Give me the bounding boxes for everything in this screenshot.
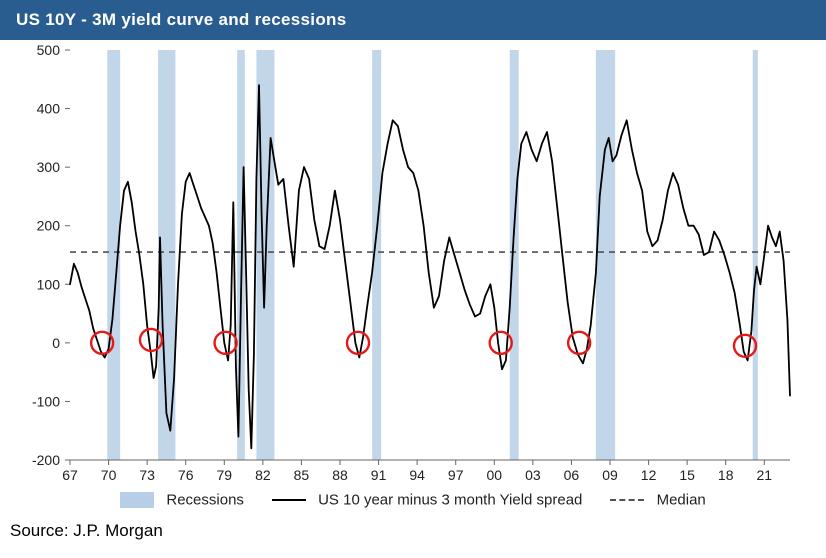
svg-text:100: 100 <box>37 276 61 292</box>
chart-legend: Recessions US 10 year minus 3 month Yiel… <box>0 485 826 513</box>
chart-container: -200 -100 0 100 200 300 400 500 67 70 73 76 79 82 85 88… <box>0 40 826 485</box>
legend-spread: US 10 year minus 3 month Yield spread <box>272 491 582 509</box>
svg-text:00: 00 <box>486 467 502 483</box>
svg-text:94: 94 <box>409 467 425 483</box>
legend-recessions-label: Recessions <box>166 492 244 509</box>
recessions-swatch <box>120 492 154 508</box>
svg-text:82: 82 <box>255 467 271 483</box>
legend-spread-label: US 10 year minus 3 month Yield spread <box>318 492 582 509</box>
svg-text:400: 400 <box>37 101 61 117</box>
svg-text:73: 73 <box>139 467 155 483</box>
svg-text:-100: -100 <box>32 393 60 409</box>
legend-recessions: Recessions <box>120 491 244 509</box>
median-swatch <box>610 499 644 501</box>
legend-median: Median <box>610 491 705 509</box>
svg-text:-200: -200 <box>32 452 60 468</box>
svg-text:15: 15 <box>679 467 695 483</box>
chart-source-text: Source: J.P. Morgan <box>10 521 163 540</box>
svg-text:0: 0 <box>52 335 60 351</box>
chart-title: US 10Y - 3M yield curve and recessions <box>16 10 346 29</box>
svg-text:500: 500 <box>37 42 61 58</box>
svg-text:12: 12 <box>641 467 657 483</box>
spread-swatch <box>272 499 306 501</box>
svg-text:70: 70 <box>101 467 117 483</box>
svg-text:85: 85 <box>294 467 310 483</box>
svg-text:79: 79 <box>216 467 232 483</box>
svg-text:67: 67 <box>62 467 78 483</box>
svg-text:06: 06 <box>564 467 580 483</box>
svg-text:03: 03 <box>525 467 541 483</box>
svg-text:200: 200 <box>37 218 61 234</box>
svg-text:76: 76 <box>178 467 194 483</box>
svg-text:21: 21 <box>756 467 772 483</box>
svg-text:09: 09 <box>602 467 618 483</box>
svg-text:18: 18 <box>718 467 734 483</box>
svg-text:91: 91 <box>371 467 387 483</box>
chart-source: Source: J.P. Morgan <box>0 513 826 541</box>
legend-median-label: Median <box>657 492 706 509</box>
yield-curve-chart: -200 -100 0 100 200 300 400 500 67 70 73 76 79 82 85 88… <box>0 40 826 485</box>
svg-text:300: 300 <box>37 159 61 175</box>
svg-text:88: 88 <box>332 467 348 483</box>
chart-title-bar: US 10Y - 3M yield curve and recessions <box>0 0 826 40</box>
svg-text:97: 97 <box>448 467 464 483</box>
